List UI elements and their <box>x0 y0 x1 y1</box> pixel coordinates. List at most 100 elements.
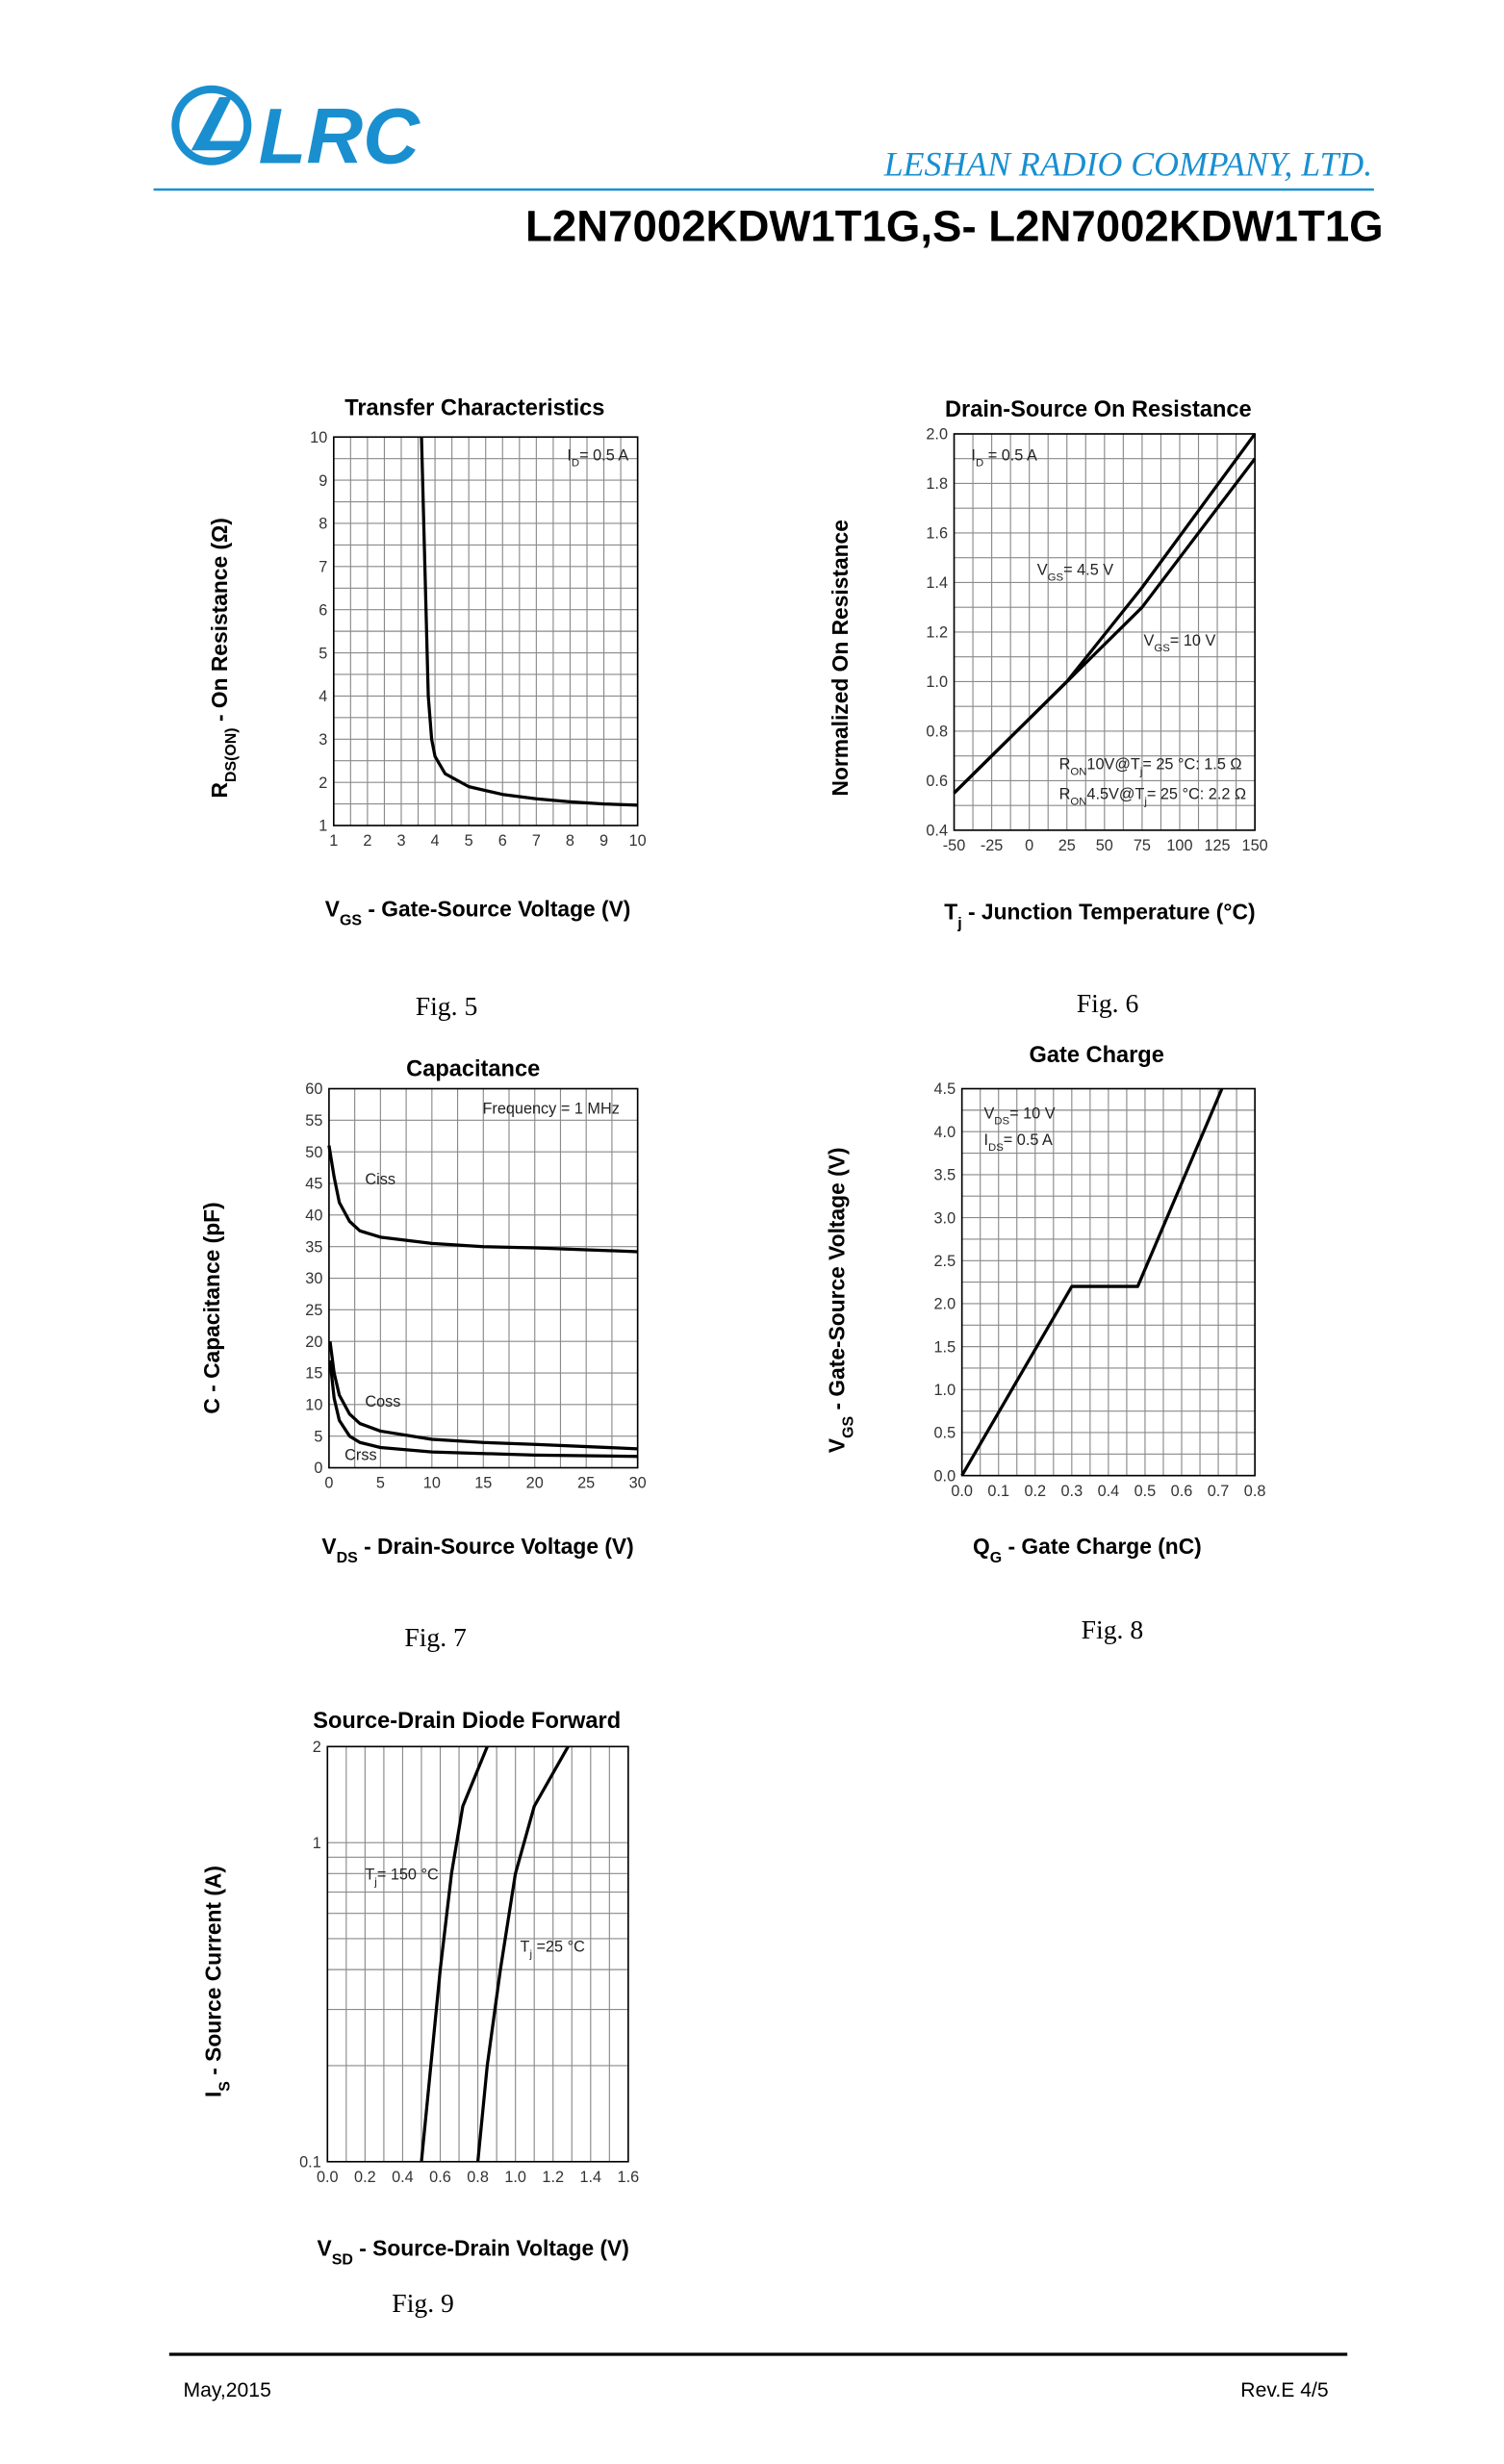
annotation-part: I <box>971 447 976 465</box>
x-axis-label-sub: G <box>990 1550 1002 1566</box>
y-tick-label: 4.5 <box>934 1080 956 1098</box>
y-tick-label: 1.0 <box>934 1382 956 1399</box>
y-tick-label: 0.8 <box>926 724 948 741</box>
x-axis-label-part: - Gate-Source Voltage (V) <box>362 896 630 921</box>
plot-frame <box>960 1087 1256 1477</box>
y-tick-label: 30 <box>305 1270 322 1287</box>
x-tick-label: 10 <box>629 832 647 850</box>
company-name: LESHAN RADIO COMPANY, LTD. <box>883 144 1372 183</box>
y-tick-label: 0.6 <box>926 773 948 790</box>
y-tick-label: 5 <box>314 1428 322 1445</box>
y-tick-label: 9 <box>319 472 327 490</box>
y-tick-label: 1.4 <box>926 574 948 592</box>
data-line <box>475 1745 570 2162</box>
footer-rev: Rev.E 4/5 <box>1240 2379 1328 2401</box>
annotation-part: = 0.5 A <box>983 447 1037 465</box>
y-tick-label: 45 <box>305 1176 322 1193</box>
series-label: Tj =25 °C <box>521 1939 586 1961</box>
x-axis-label: Tj - Junction Temperature (°C) <box>944 900 1255 932</box>
annotation: RON10V@Tj= 25 °C: 1.5 Ω <box>1059 755 1242 777</box>
x-axis-label-part: V <box>318 2235 333 2260</box>
x-tick-label: 1.6 <box>618 2169 640 2186</box>
annotation-part: I <box>567 447 572 465</box>
x-axis-label-part: - Drain-Source Voltage (V) <box>358 1534 634 1559</box>
series-label: VGS= 10 V <box>1144 632 1216 654</box>
series-label-part: =25 °C <box>532 1939 585 1956</box>
y-tick-label: 50 <box>305 1144 322 1161</box>
x-tick-label: 25 <box>1058 837 1076 854</box>
annotation-sub: ON <box>1070 796 1086 807</box>
series-label-part: = 10 V <box>1170 632 1216 649</box>
chart-title: Drain-Source On Resistance <box>945 397 1252 422</box>
x-tick-label: 9 <box>599 832 608 850</box>
y-tick-label: 0.1 <box>299 2153 321 2171</box>
x-tick-label: 20 <box>526 1475 544 1492</box>
y-tick-label: 7 <box>319 559 327 576</box>
x-tick-label: 0.6 <box>429 2169 451 2186</box>
x-tick-label: 0.2 <box>354 2169 376 2186</box>
figure-caption: Fig. 7 <box>404 1622 467 1652</box>
x-axis-label-part: Q <box>973 1534 990 1559</box>
series-label: Ciss <box>365 1171 395 1188</box>
y-axis-label: C - Capacitance (pF) <box>199 1202 224 1413</box>
x-axis-label-sub: DS <box>337 1550 358 1566</box>
data-line <box>328 1359 638 1459</box>
series-label-part: V <box>1144 632 1155 649</box>
x-tick-label: 0 <box>324 1475 333 1492</box>
annotation-sub: D <box>572 458 579 470</box>
data-line <box>420 437 638 807</box>
y-tick-label: 20 <box>305 1334 322 1351</box>
series-label: Tj= 150 °C <box>365 1867 439 1889</box>
y-tick-label: 0.4 <box>926 823 948 840</box>
annotation: VDS= 10 V <box>983 1105 1055 1127</box>
x-tick-label: 15 <box>474 1475 492 1492</box>
y-tick-label: 0.0 <box>934 1467 956 1485</box>
series-label: Coss <box>365 1393 400 1410</box>
annotation-part: 10V@T <box>1086 755 1139 773</box>
x-axis-label-part: - Source-Drain Voltage (V) <box>353 2235 629 2260</box>
y-axis-label-part: - On Resistance (Ω) <box>207 518 232 727</box>
y-tick-label: 55 <box>305 1112 322 1130</box>
y-tick-label: 35 <box>305 1238 322 1256</box>
x-tick-label: -50 <box>943 837 966 854</box>
part-number: L2N7002KDW1T1G,S- L2N7002KDW1T1G <box>525 202 1384 251</box>
footer-date: May,2015 <box>184 2379 271 2401</box>
x-tick-label: 0.0 <box>951 1483 973 1500</box>
y-tick-label: 1.5 <box>934 1338 956 1356</box>
annotation-part: R <box>1059 785 1071 802</box>
x-axis-label-part: V <box>321 1534 337 1559</box>
y-axis-label-part: C - Capacitance (pF) <box>199 1202 224 1413</box>
series-label-sub: GS <box>1048 572 1064 584</box>
y-axis-label-part: - Gate-Source Voltage (V) <box>825 1148 850 1416</box>
x-tick-label: 0.6 <box>1171 1483 1193 1500</box>
annotation-sub: DS <box>988 1142 1004 1154</box>
annotation: IDS= 0.5 A <box>983 1131 1053 1154</box>
annotation-sub: D <box>976 458 983 470</box>
y-tick-label: 1.6 <box>926 525 948 543</box>
annotation-sub: DS <box>994 1115 1009 1127</box>
y-axis-label-sub: DS(ON) <box>223 727 240 782</box>
series-label-part: T <box>365 1867 374 1884</box>
y-axis-label-part: Normalized On Resistance <box>828 520 853 796</box>
y-tick-label: 5 <box>319 645 327 662</box>
x-tick-label: 0.3 <box>1061 1483 1083 1500</box>
plot-frame <box>332 436 639 826</box>
series-label: Crss <box>344 1446 376 1463</box>
x-tick-label: 0.0 <box>317 2169 339 2186</box>
y-axis-label-part: V <box>825 1437 850 1453</box>
y-tick-label: 3.0 <box>934 1209 956 1227</box>
data-line <box>953 457 1257 795</box>
data-line <box>960 1087 1224 1477</box>
x-tick-label: 1.0 <box>504 2169 526 2186</box>
x-axis-label-sub: j <box>956 915 961 931</box>
y-axis-label-part: - Source Current (A) <box>201 1866 226 2081</box>
annotation-part: = 0.5 A <box>579 447 628 465</box>
figure-caption: Fig. 5 <box>416 991 478 1021</box>
figure-caption: Fig. 6 <box>1077 988 1139 1018</box>
y-axis-label: VGS - Gate-Source Voltage (V) <box>825 1148 857 1454</box>
series-label-part: V <box>1037 562 1048 579</box>
y-tick-label: 1 <box>319 818 327 835</box>
x-tick-label: 30 <box>629 1475 647 1492</box>
annotation-sub: ON <box>1070 766 1086 777</box>
y-tick-label: 15 <box>305 1365 322 1383</box>
